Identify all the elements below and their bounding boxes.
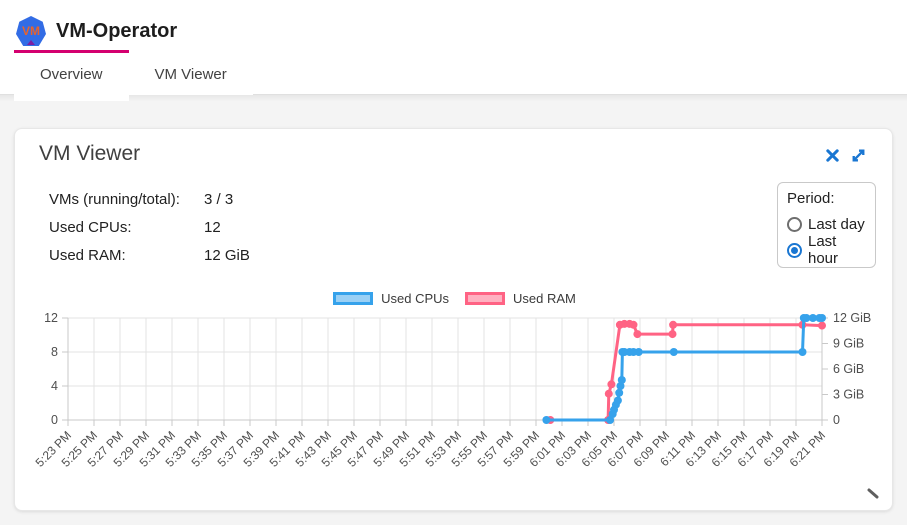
legend-label-ram: Used RAM	[513, 291, 576, 306]
legend-swatch-cpus	[333, 292, 374, 305]
close-icon	[825, 148, 839, 162]
card-title: VM Viewer	[39, 142, 141, 165]
radio-last-hour-label: Last hour	[808, 233, 839, 267]
svg-text:12 GiB: 12 GiB	[833, 311, 871, 325]
svg-text:12: 12	[44, 311, 58, 325]
stat-row-ram: Used RAM: 12 GiB	[49, 241, 250, 269]
legend-item-used-ram[interactable]: Used RAM	[465, 291, 576, 306]
radio-last-hour[interactable]: Last hour	[787, 233, 866, 267]
svg-text:8: 8	[51, 345, 58, 359]
svg-text:6 GiB: 6 GiB	[833, 362, 864, 376]
close-button[interactable]	[822, 145, 842, 165]
logo-text: VM	[22, 24, 40, 38]
stat-label-vms: VMs (running/total):	[49, 190, 180, 208]
radio-last-day-label: Last day	[808, 215, 865, 233]
app-title: VM-Operator	[56, 19, 178, 42]
vm-viewer-card: VM Viewer VMs (running/total): 3 / 3	[14, 128, 893, 511]
tab-overview-label: Overview	[40, 65, 103, 83]
svg-text:3 GiB: 3 GiB	[833, 388, 864, 402]
tab-overview[interactable]: Overview	[14, 50, 129, 101]
resize-handle-icon[interactable]	[866, 486, 880, 500]
vm-stats: VMs (running/total): 3 / 3 Used CPUs: 12…	[49, 185, 250, 269]
app-header: VM VM-Operator Overview VM Viewer	[0, 0, 907, 101]
radio-last-hour-circle	[787, 242, 802, 258]
expand-button[interactable]	[848, 145, 868, 165]
main-area: VM Viewer VMs (running/total): 3 / 3	[0, 95, 907, 525]
radio-last-day-circle	[787, 216, 802, 232]
expand-icon	[852, 149, 864, 161]
stat-value-cpus: 12	[204, 218, 221, 236]
radio-last-day[interactable]: Last day	[787, 211, 866, 237]
tab-vm-viewer-label: VM Viewer	[154, 65, 227, 83]
stat-value-vms: 3 / 3	[204, 190, 234, 208]
stat-label-cpus: Used CPUs:	[49, 218, 132, 236]
tab-vm-viewer[interactable]: VM Viewer	[128, 50, 253, 95]
stat-row-vms: VMs (running/total): 3 / 3	[49, 185, 250, 213]
stat-value-ram: 12 GiB	[204, 246, 250, 264]
legend-swatch-ram	[465, 292, 506, 305]
tab-bar: Overview VM Viewer	[0, 50, 907, 101]
stat-label-ram: Used RAM:	[49, 246, 126, 264]
legend-label-cpus: Used CPUs	[381, 291, 450, 306]
svg-text:0: 0	[833, 413, 840, 427]
svg-text:4: 4	[51, 379, 58, 393]
svg-text:9 GiB: 9 GiB	[833, 337, 864, 351]
chart-legend: Used CPUs Used RAM	[15, 291, 894, 306]
vm-operator-logo-icon: VM	[16, 16, 46, 46]
usage-chart: 5:23 PM5:25 PM5:27 PM5:29 PM5:31 PM5:33 …	[33, 311, 872, 470]
legend-item-used-cpus[interactable]: Used CPUs	[333, 291, 449, 306]
svg-text:0: 0	[51, 413, 58, 427]
stat-row-cpus: Used CPUs: 12	[49, 213, 250, 241]
period-label: Period:	[787, 190, 835, 207]
period-selector: Period: Last day Last hour	[777, 182, 876, 268]
